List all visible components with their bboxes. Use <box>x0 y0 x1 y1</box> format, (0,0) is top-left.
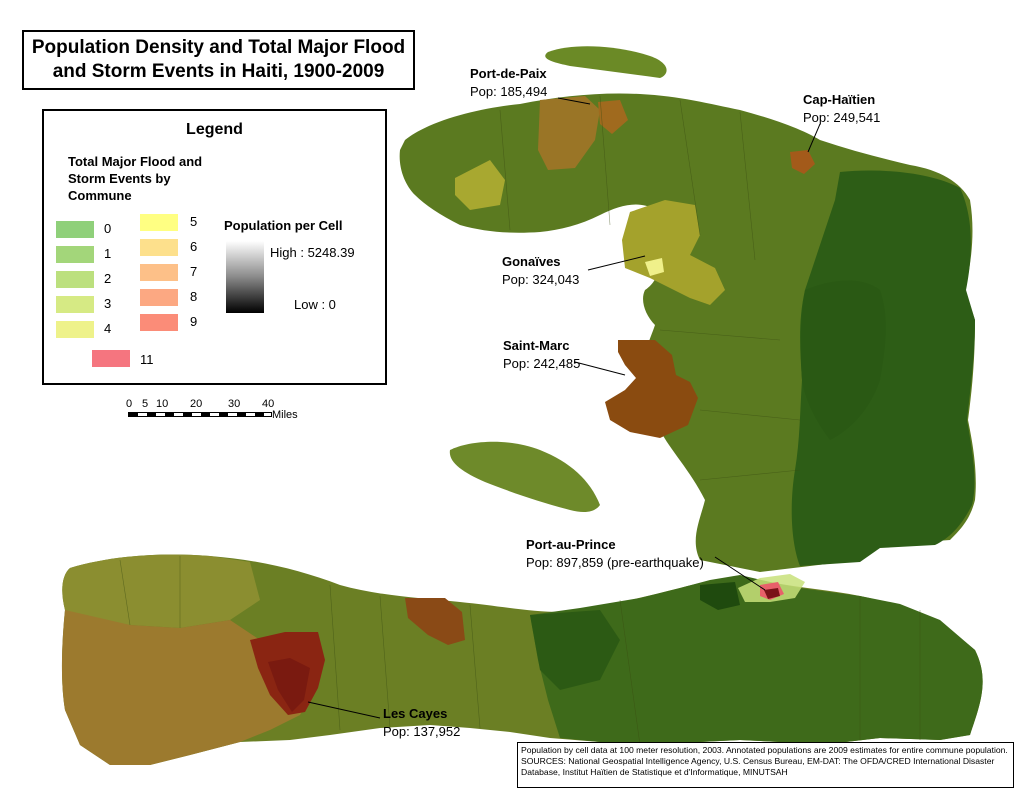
city-pop-port-au-prince: Pop: 897,859 (pre-earthquake) <box>526 555 704 570</box>
gonaives-commune <box>622 200 725 305</box>
swatch-11 <box>92 350 130 367</box>
swatch-label-6: 6 <box>190 239 198 254</box>
swatch-7 <box>140 264 178 281</box>
les-cayes-inner <box>268 658 310 712</box>
central-plateau <box>800 280 886 440</box>
swatch-label-7: 7 <box>190 264 198 279</box>
ouest-east-communes <box>530 575 983 745</box>
jacmel-commune <box>530 610 620 690</box>
city-pop-gonaives: Pop: 324,043 <box>502 272 580 287</box>
swatch-8 <box>140 289 178 306</box>
swatch-label-3: 3 <box>104 296 112 311</box>
gonaives-city <box>645 258 664 276</box>
leader-lines <box>307 97 821 719</box>
scale-bar: 0 5 10 20 30 40 Miles <box>126 398 298 424</box>
swatch-label-1: 1 <box>104 246 112 261</box>
scale-tick-20: 20 <box>190 398 203 410</box>
title-line-1: Population Density and Total Major Flood <box>31 37 406 58</box>
events-legend-title: Total Major Flood and Storm Events by Co… <box>68 154 203 203</box>
city-name-gonaives: Gonaïves <box>502 254 561 269</box>
population-low-label: Low : 0 <box>294 297 336 312</box>
city-name-port-de-paix: Port-de-Paix <box>470 66 547 81</box>
population-legend-title: Population per Cell <box>224 218 343 233</box>
swatch-6 <box>140 239 178 256</box>
tortuga-island <box>545 46 667 78</box>
commune-boundaries <box>119 95 921 746</box>
swatch-3 <box>56 296 94 313</box>
scale-tick-40: 40 <box>262 398 275 410</box>
swatch-0 <box>56 221 94 238</box>
scale-bar-graphic <box>128 412 272 417</box>
cap-haitien-commune <box>790 150 815 174</box>
scale-tick-10: 10 <box>156 398 169 410</box>
scale-tick-0: 0 <box>126 398 133 410</box>
saint-marc-commune <box>605 340 698 438</box>
swatch-label-5: 5 <box>190 214 198 229</box>
city-name-les-cayes: Les Cayes <box>383 706 448 721</box>
eastern-region <box>791 170 975 566</box>
legend-heading: Legend <box>186 121 243 138</box>
city-name-saint-marc: Saint-Marc <box>503 338 570 353</box>
swatch-4 <box>56 321 94 338</box>
city-name-cap-haitien: Cap-Haïtien <box>803 92 876 107</box>
scale-tick-30: 30 <box>228 398 241 410</box>
city-pop-port-de-paix: Pop: 185,494 <box>470 84 548 99</box>
gonave-island <box>449 441 600 513</box>
scale-tick-5: 5 <box>142 398 149 410</box>
city-pop-saint-marc: Pop: 242,485 <box>503 356 581 371</box>
population-gradient-ramp <box>226 241 264 313</box>
swatch-label-2: 2 <box>104 271 112 286</box>
map-title: Population Density and Total Major Flood… <box>22 30 415 90</box>
dark-commune-se <box>700 582 740 610</box>
swatch-1 <box>56 246 94 263</box>
port-au-prince-core <box>764 588 780 599</box>
city-name-port-au-prince: Port-au-Prince <box>526 537 616 552</box>
nw-yellow-commune <box>455 160 505 210</box>
city-pop-cap-haitien: Pop: 249,541 <box>803 110 881 125</box>
scale-unit: Miles <box>272 409 298 421</box>
grand-anse-communes <box>62 554 261 628</box>
city-pop-les-cayes: Pop: 137,952 <box>383 724 461 739</box>
swatch-label-11: 11 <box>140 352 154 367</box>
legend: Legend Total Major Flood and Storm Event… <box>42 109 387 385</box>
brown-south-commune <box>405 598 465 645</box>
port-de-paix-commune <box>538 96 600 170</box>
title-line-2: and Storm Events in Haiti, 1900-2009 <box>52 61 385 82</box>
sources-note: Population by cell data at 100 meter res… <box>517 742 1014 788</box>
swatch-label-0: 0 <box>104 221 112 236</box>
population-high-label: High : 5248.39 <box>270 245 355 260</box>
port-de-paix-commune-2 <box>598 100 628 134</box>
swatch-label-4: 4 <box>104 321 112 336</box>
swatch-5 <box>140 214 178 231</box>
swatch-9 <box>140 314 178 331</box>
swatch-label-8: 8 <box>190 289 198 304</box>
swatch-label-9: 9 <box>190 314 198 329</box>
swatch-2 <box>56 271 94 288</box>
